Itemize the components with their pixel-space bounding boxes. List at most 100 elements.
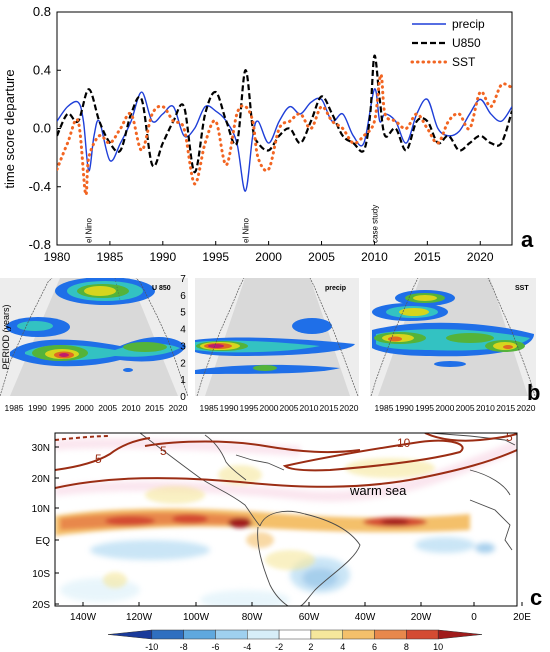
x-tick-label: 1990 (28, 403, 47, 413)
subplot-u850: U 850 1985 1990 1995 2000 2005 2010 2015 2020 (0, 278, 188, 413)
x-tick-label: 2000 (260, 403, 279, 413)
panel-b-y-tick-label: 0 (180, 392, 186, 403)
x-tick-label: 1985 (5, 403, 24, 413)
subplot-precip-x-ticks: 1985 1990 1995 2000 2005 2010 2015 2020 (200, 403, 359, 413)
colorbar-segment (247, 629, 280, 640)
colorbar-tick-label: -4 (243, 642, 251, 652)
panel-b-y-axis: 0 1 2 3 4 5 6 7 (180, 274, 186, 403)
panel-b-y-tick-label: 3 (180, 341, 186, 352)
x-tick-label: 2020 (517, 403, 536, 413)
y-tick-label: -0.4 (29, 179, 51, 194)
subplot-sst-x-ticks: 1985 1990 1995 2000 2005 2010 2015 2020 (375, 403, 536, 413)
contour-label-3: 10 (397, 436, 411, 450)
colorbar: -10 -8 -6 -4 -2 2 4 6 8 10 (107, 629, 483, 652)
x-tick-label: 2005 (456, 403, 475, 413)
x-tick-label: 2010 (361, 250, 388, 264)
contours (55, 433, 517, 489)
x-tick-label: 2000 (255, 250, 282, 264)
panel-a-y-ticks: -0.8 -0.4 0.0 0.4 0.8 (29, 4, 61, 252)
x-tick-label: 2020 (467, 250, 494, 264)
contour-label-4: 5 (506, 430, 513, 444)
colorbar-tick-label: -2 (275, 642, 283, 652)
panel-a-ylabel: time score departure (2, 69, 17, 188)
subplot-u850-x-ticks: 1985 1990 1995 2000 2005 2010 2015 2020 (5, 403, 188, 413)
x-tick-label: 1985 (200, 403, 219, 413)
subplot-sst: SST 1985 1990 1995 2000 2005 2010 2015 2020 (370, 278, 536, 413)
x-tick-label: 1990 (149, 250, 176, 264)
lon-tick-label: 80W (242, 612, 263, 623)
panel-c: 5 5 10 5 warm sea 30N 20N 10N EQ 10S 20S 140W… (32, 430, 542, 652)
panel-letter-c: c (530, 585, 542, 610)
panel-b-y-tick-label: 2 (180, 358, 186, 369)
lon-tick-label: 20E (513, 612, 531, 623)
panel-a: -0.8 -0.4 0.0 0.4 0.8 1980 1985 1990 1995 2000 20… (2, 4, 534, 264)
lat-tick-label: 10N (32, 504, 50, 515)
y-tick-label: 0.0 (33, 121, 51, 136)
colorbar-tick-label: 6 (372, 642, 377, 652)
colorbar-tick-label: -6 (211, 642, 219, 652)
colorbar-segment (342, 629, 375, 640)
colorbar-segment (278, 629, 312, 640)
map-field: 5 5 10 5 warm sea (55, 430, 517, 606)
colorbar-segment (406, 629, 439, 640)
x-tick-label: 2000 (435, 403, 454, 413)
x-tick-label: 2010 (476, 403, 495, 413)
panel-a-x-ticks: 1980 1985 1990 1995 2000 2005 2010 2015 2020 (44, 241, 494, 264)
colorbar-tick-label: 2 (308, 642, 313, 652)
x-tick-label: 1990 (220, 403, 239, 413)
x-tick-label: 1990 (395, 403, 414, 413)
event-annotation: el Nino (241, 218, 250, 243)
x-tick-label: 1995 (240, 403, 259, 413)
legend-label-sst: SST (452, 55, 476, 69)
lon-tick-label: 100W (183, 612, 210, 623)
event-annotation: el Nino (85, 218, 94, 243)
lat-tick-label: 10S (32, 569, 50, 580)
x-tick-label: 2020 (340, 403, 359, 413)
panel-a-series (57, 54, 512, 197)
lon-tick-label: 120W (126, 612, 153, 623)
colorbar-segment (374, 629, 407, 640)
lon-tick-label: 20W (411, 612, 432, 623)
lon-tick-label: 0 (471, 612, 477, 623)
colorbar-segment (215, 629, 248, 640)
x-tick-label: 1985 (375, 403, 394, 413)
colorbar-tick-label: -10 (145, 642, 158, 652)
coastlines (139, 433, 516, 606)
x-tick-label: 1995 (51, 403, 70, 413)
x-tick-label: 2010 (122, 403, 141, 413)
colorbar-tick-label: 10 (433, 642, 443, 652)
x-tick-label: 2005 (98, 403, 117, 413)
x-tick-label: 2005 (308, 250, 335, 264)
colorbar-tick-label: 4 (340, 642, 345, 652)
lat-tick-label: 20N (32, 474, 50, 485)
lat-tick-label: 20S (32, 600, 50, 611)
y-tick-label: 0.4 (33, 62, 51, 77)
subplot-precip-power (195, 278, 359, 396)
x-tick-label: 1995 (415, 403, 434, 413)
legend-label-precip: precip (452, 17, 485, 31)
panel-a-annotations: el Nino el Nino case study (85, 205, 380, 243)
subplot-u850-power (0, 278, 188, 396)
subplot-sst-power (370, 278, 536, 396)
event-annotation: case study (370, 205, 379, 243)
y-tick-label: 0.8 (33, 4, 51, 19)
map-frame (54, 432, 518, 607)
subplot-u850-title: U 850 (152, 285, 171, 292)
colorbar-segment (107, 629, 153, 640)
colorbar-tick-label: 8 (404, 642, 409, 652)
x-tick-label: 2015 (414, 250, 441, 264)
lon-tick-label: 60W (299, 612, 320, 623)
y-tick-label: -0.8 (29, 237, 51, 252)
panel-letter-b: b (527, 380, 540, 405)
panel-b-y-tick-label: 7 (180, 274, 186, 285)
subplot-precip-title: precip (325, 285, 346, 292)
lat-tick-label: 30N (32, 443, 50, 454)
panel-b-y-tick-label: 5 (180, 308, 186, 319)
lat-tick-label: EQ (36, 536, 51, 547)
warm-sea-label: warm sea (349, 483, 407, 498)
colorbar-segment (183, 629, 216, 640)
panel-b-y-tick-label: 1 (180, 375, 186, 386)
subplot-sst-title: SST (515, 285, 529, 292)
panel-letter-a: a (521, 227, 534, 252)
contour-label-2: 5 (160, 444, 167, 458)
